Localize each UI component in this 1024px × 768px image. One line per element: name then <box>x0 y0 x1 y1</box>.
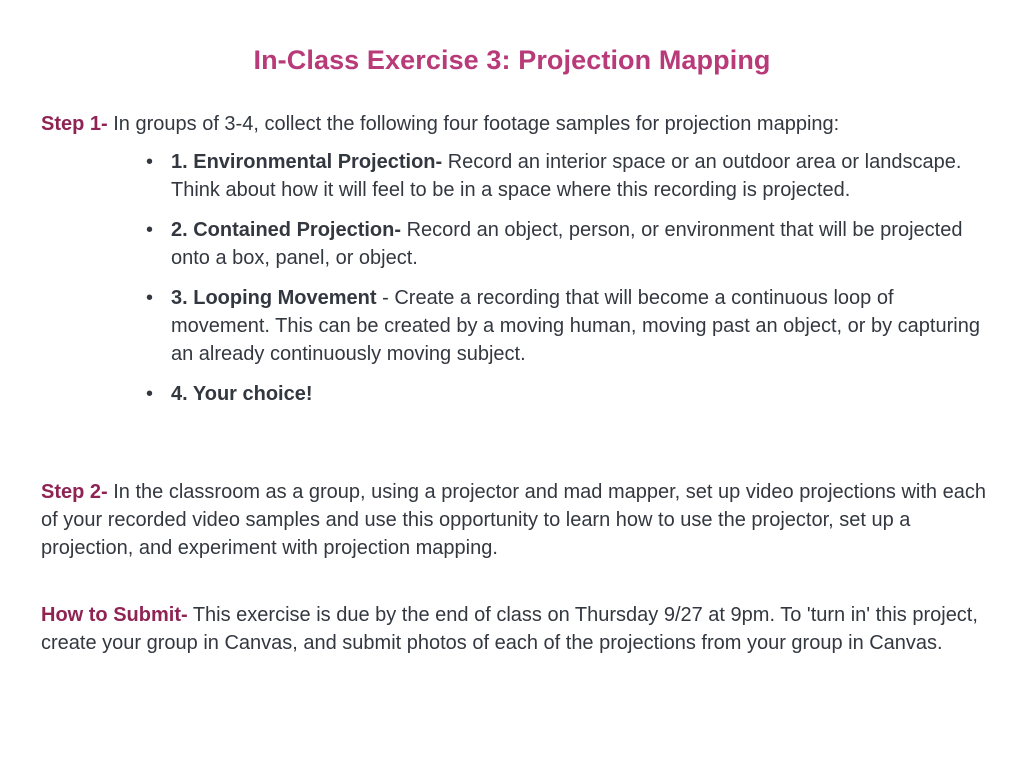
list-item-title: 1. Environmental Projection- <box>171 151 443 173</box>
bullet-icon: • <box>146 219 154 241</box>
step1-paragraph: Step 1- In groups of 3-4, collect the fo… <box>41 110 986 138</box>
footage-list: • 1. Environmental Projection- Record an… <box>146 148 986 420</box>
bullet-icon: • <box>146 383 154 405</box>
submit-label: How to Submit- <box>41 604 188 626</box>
step1-label: Step 1- <box>41 113 108 135</box>
slide-title: In-Class Exercise 3: Projection Mapping <box>253 45 771 75</box>
list-item-text: Record an object, person, or environment… <box>171 219 963 269</box>
list-item-title: 2. Contained Projection- <box>171 219 402 241</box>
list-item: • 3. Looping Movement - Create a recordi… <box>146 284 986 368</box>
list-item-text: Record an interior space or an outdoor a… <box>171 151 962 201</box>
bullet-icon: • <box>146 287 154 309</box>
submit-text: This exercise is due by the end of class… <box>41 604 978 654</box>
step2-text: In the classroom as a group, using a pro… <box>41 481 986 559</box>
submit-paragraph: How to Submit- This exercise is due by t… <box>41 601 986 657</box>
list-item-title: 4. Your choice! <box>171 383 313 405</box>
step2-label: Step 2- <box>41 481 108 503</box>
list-item: • 2. Contained Projection- Record an obj… <box>146 216 986 272</box>
step2-paragraph: Step 2- In the classroom as a group, usi… <box>41 478 986 562</box>
list-item: • 1. Environmental Projection- Record an… <box>146 148 986 204</box>
list-item-title: 3. Looping Movement <box>171 287 377 309</box>
list-item-text: - Create a recording that will become a … <box>171 287 980 365</box>
bullet-icon: • <box>146 151 154 173</box>
list-item: • 4. Your choice! <box>146 380 986 408</box>
step1-text: In groups of 3-4, collect the following … <box>107 113 840 135</box>
